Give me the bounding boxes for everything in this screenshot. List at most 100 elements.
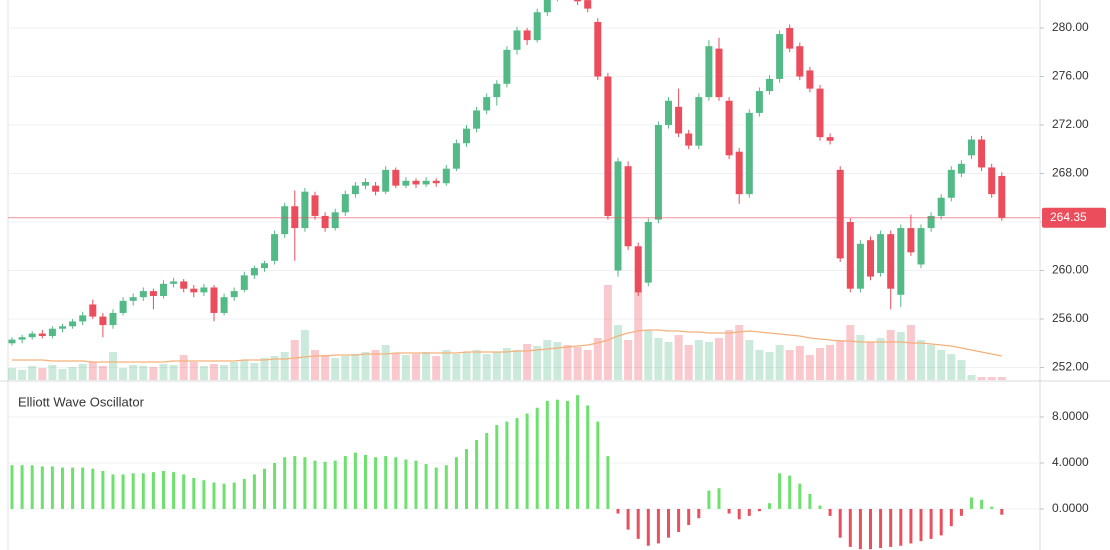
oscillator-bar	[555, 399, 559, 509]
candle-body	[836, 169, 844, 259]
candle-body	[654, 125, 662, 220]
oscillator-bar	[71, 467, 75, 509]
candle-body	[796, 46, 804, 77]
volume-bar	[614, 325, 622, 380]
volume-bar	[664, 342, 673, 380]
volume-bar	[644, 330, 653, 380]
oscillator-bar	[10, 465, 14, 509]
oscillator-bar	[61, 467, 64, 509]
volume-bar	[654, 338, 663, 380]
oscillator-pane	[8, 395, 1040, 550]
candle-body	[665, 100, 672, 126]
y-tick-label: 256.00	[1052, 311, 1089, 325]
candle-body	[402, 180, 410, 186]
candle-body	[968, 139, 975, 156]
volume-bar	[280, 352, 289, 380]
oscillator-bar	[20, 465, 24, 509]
volume-bar	[917, 340, 925, 380]
candle-body	[38, 333, 46, 336]
candle-body	[321, 215, 329, 229]
y-tick-label: 8.0000	[1052, 409, 1089, 423]
candle-body	[715, 48, 723, 98]
oscillator-bar	[81, 467, 85, 509]
candle-body	[230, 291, 238, 298]
oscillator-title: Elliott Wave Oscillator	[18, 394, 145, 409]
volume-bar	[300, 330, 309, 380]
candle-body	[109, 312, 117, 326]
oscillator-bar	[747, 508, 751, 516]
volume-bar	[109, 352, 117, 380]
candle-body	[644, 222, 652, 283]
candle-body	[139, 291, 147, 298]
volume-bar	[846, 325, 855, 380]
last-price-tag	[1042, 207, 1106, 228]
oscillator-bar	[535, 407, 539, 509]
volume-bar	[573, 347, 582, 380]
oscillator-bar	[404, 459, 408, 509]
volume-bar	[977, 377, 986, 380]
volume-bar	[896, 332, 905, 380]
candle-body	[493, 83, 501, 98]
volume-bar	[704, 342, 713, 380]
oscillator-bar	[444, 465, 448, 509]
oscillator-bar	[667, 508, 670, 538]
volume-bar	[937, 350, 946, 380]
candle-body	[725, 100, 733, 156]
volume-bar	[351, 354, 360, 380]
oscillator-bar	[424, 464, 428, 509]
candle-body	[897, 228, 905, 295]
oscillator-bar	[798, 483, 802, 509]
candle-body	[594, 21, 602, 77]
oscillator-bar	[959, 508, 963, 516]
oscillator-bar	[656, 508, 660, 544]
y-tick-label: 268.00	[1052, 166, 1089, 180]
volume-bar	[603, 285, 612, 380]
oscillator-bar	[313, 460, 317, 509]
oscillator-bar	[465, 449, 468, 509]
candle-body	[675, 106, 683, 134]
oscillator-bar	[838, 508, 842, 538]
volume-bar	[422, 352, 431, 380]
candle-body	[604, 76, 612, 216]
oscillator-bar	[626, 508, 630, 530]
volume-bar	[371, 350, 380, 380]
volume-bar	[482, 354, 491, 380]
oscillator-bar	[30, 465, 34, 509]
oscillator-bar	[636, 508, 640, 539]
candle-body	[816, 88, 824, 138]
oscillator-bar	[384, 456, 388, 509]
oscillator-bar	[475, 439, 479, 509]
candle-body	[826, 137, 834, 141]
oscillator-bar	[879, 508, 883, 549]
candle-body	[442, 168, 450, 184]
volume-bar	[149, 367, 158, 380]
volume-bar	[816, 348, 824, 380]
oscillator-bar	[646, 508, 650, 546]
y-tick-label: 252.00	[1052, 360, 1089, 374]
volume-bar	[240, 360, 249, 380]
volume-bar	[270, 356, 279, 380]
y-tick-label: 272.00	[1052, 117, 1089, 131]
oscillator-bar	[273, 462, 277, 509]
volume-bar	[68, 367, 77, 380]
volume-bar	[513, 350, 521, 380]
volume-bar	[624, 340, 633, 380]
oscillator-bar	[919, 508, 923, 542]
volume-bar	[997, 377, 1006, 380]
oscillator-bar	[141, 473, 145, 509]
volume-bar	[401, 355, 410, 380]
candle-body	[463, 128, 470, 144]
volume-bar	[472, 350, 481, 380]
volume-bar	[442, 350, 451, 380]
candle-body	[887, 234, 895, 289]
candle-body	[48, 328, 56, 336]
candle-body	[210, 287, 218, 313]
candle-body	[149, 291, 157, 296]
candle-body	[311, 195, 319, 216]
oscillator-bar	[495, 425, 499, 509]
volume-bar	[745, 340, 754, 380]
oscillator-bar	[990, 506, 994, 509]
candle-body	[160, 283, 167, 296]
candle-body	[634, 246, 642, 293]
